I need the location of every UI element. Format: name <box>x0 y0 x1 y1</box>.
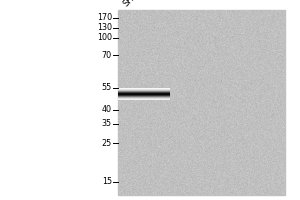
Bar <box>118 10 285 195</box>
Text: 70: 70 <box>102 50 112 60</box>
Text: 35: 35 <box>102 119 112 129</box>
Text: 100: 100 <box>97 33 112 43</box>
Text: 130: 130 <box>97 23 112 32</box>
Text: SH-SY5Y: SH-SY5Y <box>122 0 153 8</box>
Text: 25: 25 <box>102 138 112 148</box>
Text: 40: 40 <box>102 106 112 114</box>
Text: 15: 15 <box>102 178 112 186</box>
Text: 170: 170 <box>97 14 112 22</box>
Text: 55: 55 <box>102 84 112 92</box>
